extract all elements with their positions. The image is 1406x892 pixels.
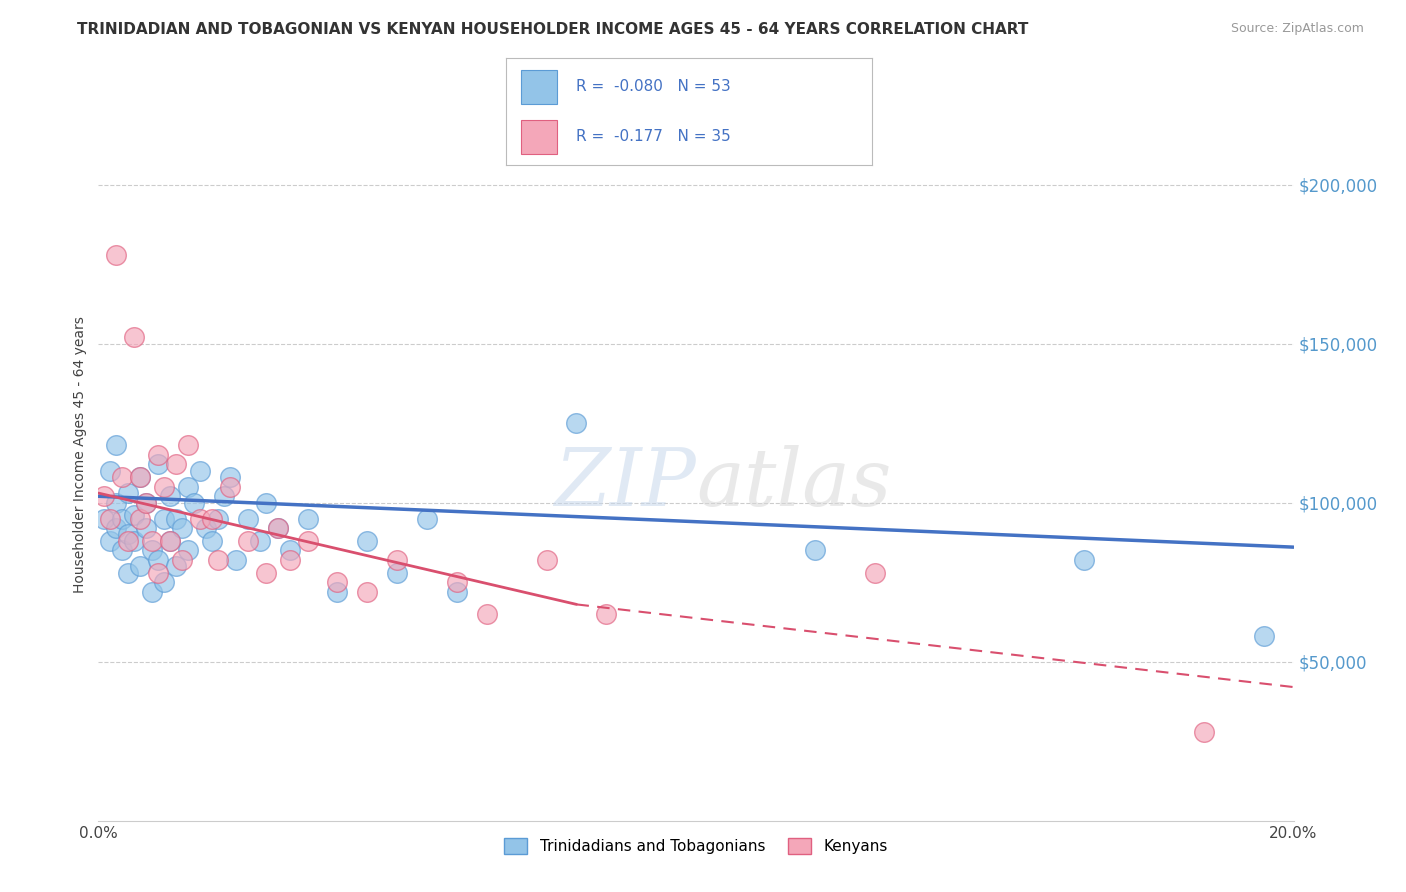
Point	[111, 470, 134, 484]
Point	[129, 559, 152, 574]
Point	[172, 521, 194, 535]
Point	[159, 533, 181, 548]
Point	[111, 543, 134, 558]
Text: TRINIDADIAN AND TOBAGONIAN VS KENYAN HOUSEHOLDER INCOME AGES 45 - 64 YEARS CORRE: TRINIDADIAN AND TOBAGONIAN VS KENYAN HOU…	[77, 22, 1029, 37]
Point	[183, 495, 205, 509]
Point	[201, 533, 224, 548]
Point	[267, 521, 290, 535]
Point	[188, 511, 211, 525]
Point	[254, 495, 277, 509]
Point	[195, 521, 218, 535]
Point	[124, 508, 146, 523]
Point	[141, 584, 163, 599]
Point	[117, 486, 139, 500]
Point	[93, 511, 115, 525]
Point	[201, 511, 224, 525]
Point	[278, 543, 301, 558]
Point	[105, 521, 128, 535]
Point	[225, 553, 247, 567]
Point	[135, 521, 157, 535]
Point	[135, 495, 157, 509]
Text: atlas: atlas	[696, 445, 891, 523]
Text: R =  -0.177   N = 35: R = -0.177 N = 35	[575, 128, 730, 144]
Point	[98, 533, 122, 548]
Point	[148, 448, 170, 462]
Point	[207, 553, 229, 567]
Bar	[520, 120, 557, 154]
Point	[135, 495, 157, 509]
Point	[165, 559, 187, 574]
Point	[326, 575, 349, 590]
Point	[141, 543, 163, 558]
Point	[804, 543, 827, 558]
Point	[105, 438, 128, 452]
Point	[159, 489, 181, 503]
Point	[177, 438, 200, 452]
Point	[236, 533, 259, 548]
Point	[297, 511, 319, 525]
Point	[188, 464, 211, 478]
Point	[177, 543, 200, 558]
Point	[565, 416, 588, 430]
Point	[117, 533, 139, 548]
Point	[98, 511, 122, 525]
Point	[385, 566, 409, 580]
Bar	[520, 70, 557, 104]
Point	[446, 575, 468, 590]
Point	[1073, 553, 1095, 567]
Point	[297, 533, 319, 548]
Point	[105, 247, 128, 261]
Point	[153, 511, 176, 525]
Point	[267, 521, 290, 535]
Point	[159, 533, 181, 548]
Point	[356, 533, 378, 548]
Point	[148, 553, 170, 567]
Point	[595, 607, 617, 621]
Text: R =  -0.080   N = 53: R = -0.080 N = 53	[575, 79, 730, 95]
Point	[536, 553, 558, 567]
Point	[172, 553, 194, 567]
Text: Source: ZipAtlas.com: Source: ZipAtlas.com	[1230, 22, 1364, 36]
Point	[356, 584, 378, 599]
Point	[165, 511, 187, 525]
Point	[219, 470, 242, 484]
Point	[153, 480, 176, 494]
Point	[475, 607, 498, 621]
Point	[129, 511, 152, 525]
Point	[177, 480, 200, 494]
Text: ZIP: ZIP	[554, 445, 696, 523]
Point	[212, 489, 235, 503]
Point	[141, 533, 163, 548]
Point	[385, 553, 409, 567]
Point	[416, 511, 439, 525]
Y-axis label: Householder Income Ages 45 - 64 years: Householder Income Ages 45 - 64 years	[73, 317, 87, 593]
Point	[117, 566, 139, 580]
Point	[129, 470, 152, 484]
Point	[124, 330, 146, 344]
Point	[153, 575, 176, 590]
Legend: Trinidadians and Tobagonians, Kenyans: Trinidadians and Tobagonians, Kenyans	[498, 832, 894, 861]
Point	[124, 533, 146, 548]
Point	[254, 566, 277, 580]
Point	[98, 464, 122, 478]
Point	[326, 584, 349, 599]
Point	[117, 527, 139, 541]
Point	[129, 470, 152, 484]
Point	[93, 489, 115, 503]
Point	[249, 533, 271, 548]
Point	[236, 511, 259, 525]
Point	[207, 511, 229, 525]
Point	[148, 458, 170, 472]
Point	[1192, 724, 1215, 739]
Point	[446, 584, 468, 599]
Point	[278, 553, 301, 567]
Point	[219, 480, 242, 494]
Point	[165, 458, 187, 472]
Point	[148, 566, 170, 580]
Point	[1253, 629, 1275, 643]
Point	[105, 495, 128, 509]
Point	[865, 566, 887, 580]
Point	[111, 511, 134, 525]
